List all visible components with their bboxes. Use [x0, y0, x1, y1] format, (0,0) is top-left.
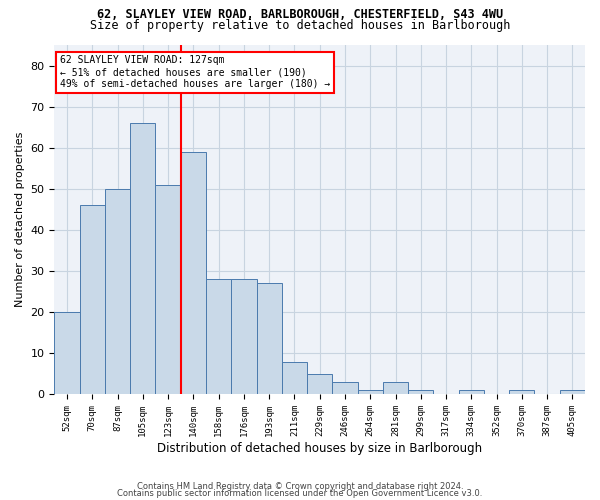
- Bar: [105, 189, 130, 394]
- Bar: [383, 382, 408, 394]
- Bar: [55, 312, 80, 394]
- Bar: [181, 152, 206, 394]
- Text: Size of property relative to detached houses in Barlborough: Size of property relative to detached ho…: [90, 19, 510, 32]
- Text: Contains public sector information licensed under the Open Government Licence v3: Contains public sector information licen…: [118, 490, 482, 498]
- X-axis label: Distribution of detached houses by size in Barlborough: Distribution of detached houses by size …: [157, 442, 482, 455]
- Bar: [560, 390, 585, 394]
- Bar: [206, 280, 231, 394]
- Bar: [282, 362, 307, 394]
- Y-axis label: Number of detached properties: Number of detached properties: [15, 132, 25, 308]
- Bar: [458, 390, 484, 394]
- Text: 62 SLAYLEY VIEW ROAD: 127sqm
← 51% of detached houses are smaller (190)
49% of s: 62 SLAYLEY VIEW ROAD: 127sqm ← 51% of de…: [60, 56, 330, 88]
- Bar: [231, 280, 257, 394]
- Text: Contains HM Land Registry data © Crown copyright and database right 2024.: Contains HM Land Registry data © Crown c…: [137, 482, 463, 491]
- Bar: [80, 206, 105, 394]
- Bar: [358, 390, 383, 394]
- Bar: [257, 284, 282, 395]
- Bar: [155, 185, 181, 394]
- Bar: [332, 382, 358, 394]
- Bar: [130, 123, 155, 394]
- Bar: [307, 374, 332, 394]
- Text: 62, SLAYLEY VIEW ROAD, BARLBOROUGH, CHESTERFIELD, S43 4WU: 62, SLAYLEY VIEW ROAD, BARLBOROUGH, CHES…: [97, 8, 503, 20]
- Bar: [408, 390, 433, 394]
- Bar: [509, 390, 535, 394]
